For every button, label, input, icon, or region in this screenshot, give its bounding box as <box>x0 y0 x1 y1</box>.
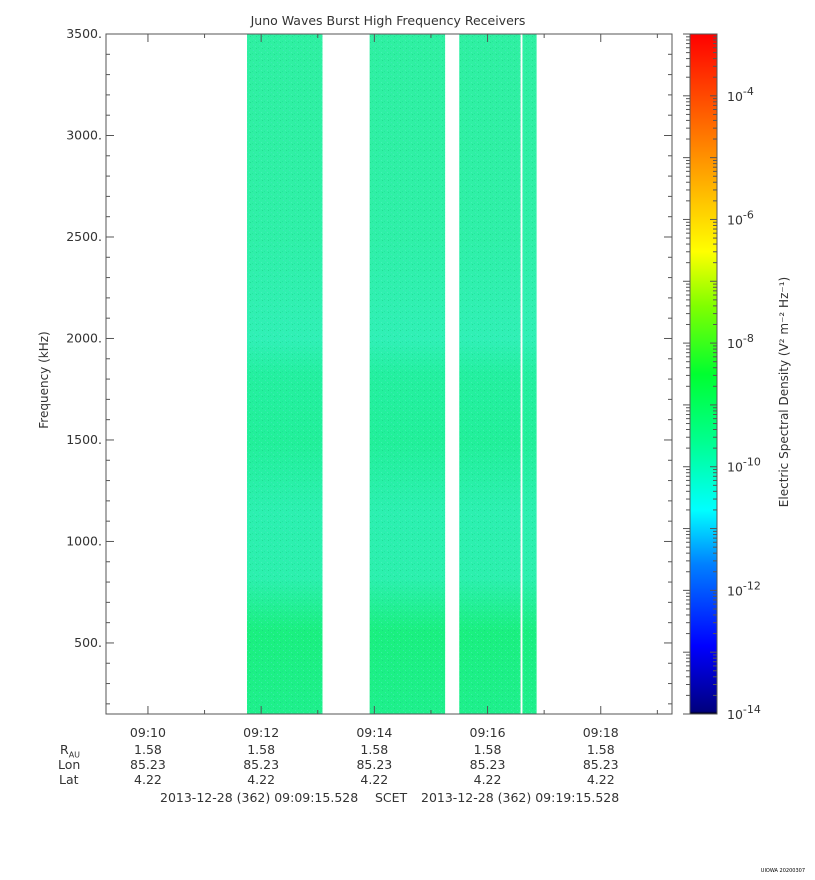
ephemeris-lat-value: 4.22 <box>360 772 389 787</box>
plot-frame <box>105 33 673 715</box>
colorbar-label: Electric Spectral Density (V² m⁻² Hz⁻¹) <box>777 277 791 507</box>
ephemeris-lon-value: 85.23 <box>243 757 280 772</box>
x-tick-label: 09:12 <box>243 725 279 740</box>
colorbar-tick-label: 10-14 <box>727 703 761 722</box>
x-tick-label: 09:18 <box>583 725 619 740</box>
ephemeris-lat-value: 4.22 <box>586 772 615 787</box>
footer-start-time: 2013-12-28 (362) 09:09:15.528 <box>160 790 359 805</box>
colorbar-tick-label: 10-6 <box>727 208 754 227</box>
y-tick-label: 3000. <box>66 127 102 142</box>
version-tag: UIOWA 20200307 <box>760 868 805 874</box>
data-layer <box>247 34 537 714</box>
ephemeris-label-lat: Lat <box>59 772 79 787</box>
y-tick-label: 1000. <box>66 533 102 548</box>
y-tick-label: 1500. <box>66 432 102 447</box>
footer-scet-label: SCET <box>375 790 408 805</box>
ephemeris-lon-value: 85.23 <box>356 757 393 772</box>
spectrogram-noise-0 <box>247 34 323 714</box>
ephemeris-lat-value: 4.22 <box>134 772 162 787</box>
chart-title: Juno Waves Burst High Frequency Receiver… <box>250 13 526 28</box>
x-tick-label: 09:14 <box>356 725 392 740</box>
ephemeris-lon-value: 85.23 <box>130 757 166 772</box>
colorbar <box>689 33 718 715</box>
colorbar-axis: 10-4 10-6 10-8 10-10 10-12 10-14 <box>683 33 761 722</box>
ephemeris-lat-value: 4.22 <box>473 772 502 787</box>
y-tick-label: 500. <box>74 635 102 650</box>
x-tick-label: 09:16 <box>470 725 506 740</box>
colorbar-tick-label: 10-12 <box>727 579 761 598</box>
spectrogram-noise-2 <box>459 34 521 714</box>
ephemeris-lon-value: 85.23 <box>469 757 506 772</box>
spectrogram-noise-3 <box>522 34 537 714</box>
y-tick-label: 2000. <box>66 330 102 345</box>
ephemeris-label-rau: RAU <box>60 742 81 760</box>
ephemeris-label-lon: Lon <box>58 757 81 772</box>
ephemeris-rau-value: 1.58 <box>247 742 276 757</box>
footer-end-time: 2013-12-28 (362) 09:19:15.528 <box>421 790 620 805</box>
ephemeris-rau-value: 1.58 <box>473 742 502 757</box>
y-axis: 500. 1000. 1500. 2000. 2500. 3000. 3500. <box>66 26 672 705</box>
y-tick-label: 2500. <box>66 229 102 244</box>
colorbar-tick-label: 10-4 <box>727 85 754 104</box>
ephemeris-rau-value: 1.58 <box>134 742 162 757</box>
y-axis-label: Frequency (kHz) <box>37 331 51 428</box>
colorbar-tick-label: 10-8 <box>727 332 754 351</box>
y-tick-label: 3500. <box>66 26 102 41</box>
ephemeris-rau-value: 1.58 <box>360 742 389 757</box>
x-axis: 09:10 09:12 09:14 09:16 09:18 <box>130 34 658 740</box>
spectrogram-noise-1 <box>369 34 446 714</box>
ephemeris-lon-value: 85.23 <box>582 757 619 772</box>
x-tick-label: 09:10 <box>130 725 166 740</box>
ephemeris-lat-value: 4.22 <box>247 772 276 787</box>
colorbar-tick-label: 10-10 <box>727 456 761 475</box>
ephemeris-rau-value: 1.58 <box>586 742 615 757</box>
